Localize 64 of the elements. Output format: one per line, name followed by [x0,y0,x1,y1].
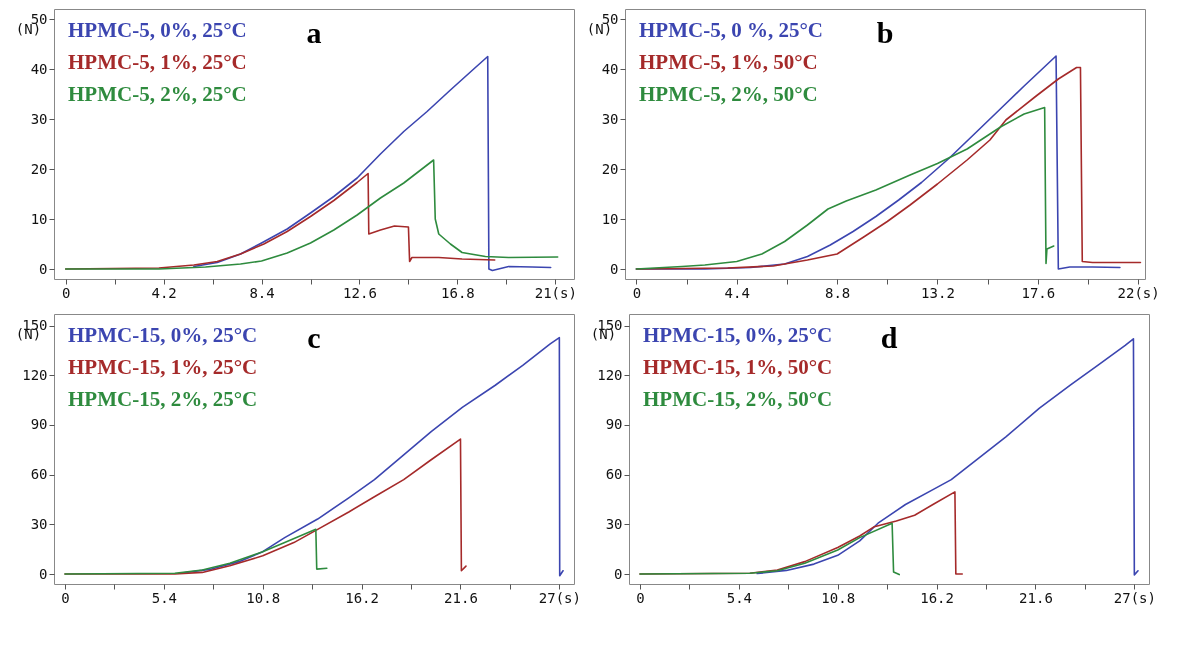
x-tick-label: 0 [61,589,70,606]
text: HPMC-5, 0 %, 25°C [639,18,823,42]
y-tick-label: 20 [30,160,48,177]
x-tick-label: 4.4 [724,284,750,301]
text: HPMC-15, 0%, 25°C [68,323,258,347]
y-tick-label: 60 [30,466,48,483]
text: HPMC-15, 1%, 25°C [68,355,258,379]
x-tick-label: 0 [636,589,645,606]
x-tick-label: 16.2 [920,589,954,606]
line-series [635,106,1055,270]
chart-title: c [307,321,321,354]
x-tick-label: 4.2 [151,284,177,301]
y-tick-label: 120 [22,366,48,383]
x-tick-label: 12.6 [343,284,377,301]
y-tick-label: 0 [614,565,623,582]
chart-title: a [306,16,322,49]
x-tick-label: 8.8 [824,284,851,301]
y-tick-label: 0 [610,260,619,277]
text: HPMC-5, 2%, 25°C [68,82,247,106]
y-tick-label: 20 [601,160,619,177]
y-tick-label: 60 [605,466,623,483]
chart-title: b [876,16,894,49]
text: HPMC-5, 1%, 25°C [68,50,247,74]
x-tick-label: 10.8 [821,589,856,606]
x-tick-label: 13.2 [921,284,955,301]
line-series [64,528,328,575]
x-tick-label: 0 [61,284,71,301]
y-tick-label: 10 [30,210,48,227]
line-series [64,159,559,270]
x-tick-label: 10.8 [246,589,281,606]
y-tick-label: 30 [601,110,619,127]
text: HPMC-15, 0%, 25°C [643,323,833,347]
x-tick-label: 17.6 [1021,284,1056,301]
text: HPMC-5, 2%, 50°C [639,82,818,106]
chart-title: d [880,321,898,354]
text: HPMC-15, 2%, 50°C [643,387,833,411]
y-tick-label: 0 [39,260,48,277]
x-tick-label: 0 [632,284,642,301]
y-tick-label: 120 [597,366,623,383]
x-tick-label: 8.4 [249,284,275,301]
x-tick-label: 21(s) [534,284,577,301]
y-tick-label: 10 [601,210,619,227]
y-tick-label: 90 [30,416,48,433]
y-tick-label: 0 [39,565,48,582]
x-tick-label: 27(s) [538,589,581,606]
y-tick-label: 30 [30,110,48,127]
text: HPMC-5, 1%, 50°C [639,50,818,74]
y-tick-label: 30 [30,515,48,532]
text: HPMC-15, 1%, 50°C [643,355,833,379]
x-tick-label: 27(s) [1113,589,1156,606]
x-tick-label: 16.8 [441,284,475,301]
y-tick-label: 40 [30,60,48,77]
text: HPMC-15, 2%, 25°C [68,387,258,411]
x-tick-label: 5.4 [151,589,178,606]
x-tick-label: 5.4 [726,589,753,606]
text: HPMC-5, 0%, 25°C [68,18,247,42]
x-tick-label: 21.6 [1019,589,1053,606]
y-tick-label: 90 [605,416,623,433]
y-tick-label: 40 [601,60,619,77]
y-tick-label: 30 [605,515,623,532]
x-tick-label: 21.6 [444,589,478,606]
line-series [639,522,901,576]
x-tick-label: 16.2 [345,589,379,606]
x-tick-label: 22(s) [1117,284,1160,301]
